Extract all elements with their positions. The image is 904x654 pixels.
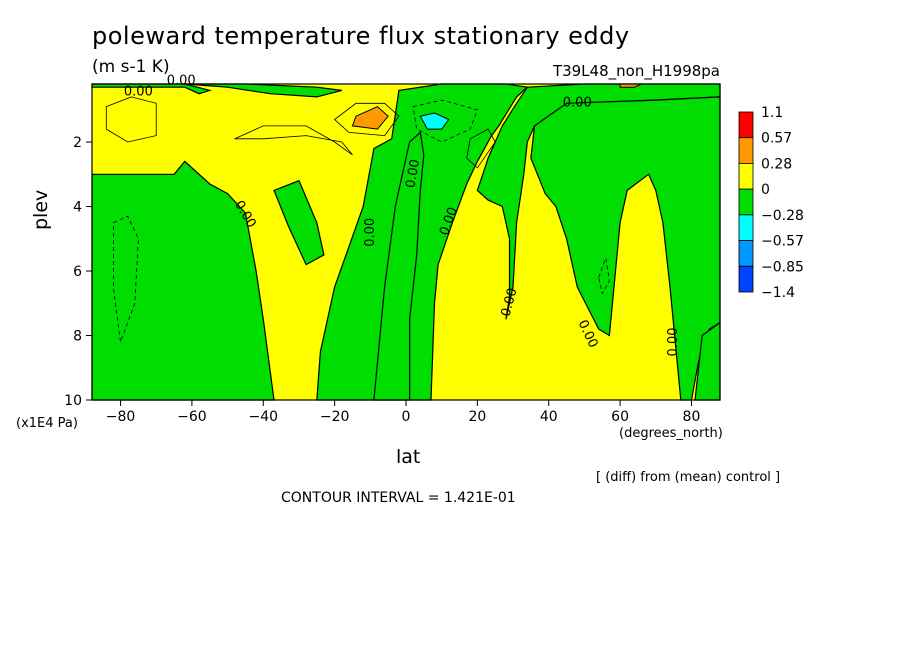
x-tick-label: −80 xyxy=(106,409,136,425)
negative-region-equatorial-to-south-gap xyxy=(373,131,425,401)
zero-contour-label-8: 0.00 xyxy=(666,327,681,356)
colorbar-level-label: −0.85 xyxy=(761,259,804,275)
x-axis-label: lat xyxy=(396,446,421,468)
y-tick-label: 10 xyxy=(64,393,82,409)
contour-solid-2 xyxy=(105,96,157,143)
zero-contour-label-1: 0.00 xyxy=(563,96,592,111)
contour-solid-1 xyxy=(234,125,353,156)
contour-dashed-2 xyxy=(598,256,610,295)
x-tick-label: −60 xyxy=(177,409,207,425)
contour-solid-0 xyxy=(333,102,400,137)
contour-interval-note: CONTOUR INTERVAL = 1.421E-01 xyxy=(281,490,516,506)
colorbar-swatch-2 xyxy=(738,163,754,190)
colorbar-level-label: 0.57 xyxy=(761,131,792,147)
colorbar-swatch-3 xyxy=(738,188,754,216)
colorbar-level-label: 1.1 xyxy=(761,105,783,121)
x-tick-label: 0 xyxy=(402,409,411,425)
patch-orange-max-sh xyxy=(351,106,389,130)
colorbar-swatch-4 xyxy=(738,214,754,241)
x-tick-label: −40 xyxy=(248,409,278,425)
run-id-label: T39L48_non_H1998pa xyxy=(552,62,720,80)
difference-note: [ (diff) from (mean) control ] xyxy=(596,470,781,485)
y-axis-unit: (x1E4 Pa) xyxy=(16,416,78,431)
x-tick-label: 40 xyxy=(540,409,558,425)
x-tick-label: 80 xyxy=(683,409,701,425)
contour-dashed-1 xyxy=(412,99,478,143)
negative-region-equatorial-trunk xyxy=(316,83,529,401)
colorbar-level-label: 0.28 xyxy=(761,156,792,172)
patch-cyan-min-nh xyxy=(419,112,450,130)
x-axis-unit: (degrees_north) xyxy=(619,426,723,441)
zero-contour-label-9: 0.00 xyxy=(167,74,196,89)
colorbar-level-label: −1.4 xyxy=(761,285,795,301)
negative-region-north-high-lat xyxy=(530,96,721,401)
colorbar-level-label: −0.28 xyxy=(761,208,804,224)
y-tick-label: 6 xyxy=(73,264,82,280)
chart-units: (m s-1 K) xyxy=(92,57,170,77)
negative-region-southern-upper-edge xyxy=(91,83,213,95)
colorbar-level-label: −0.57 xyxy=(761,234,804,250)
chart-title: poleward temperature flux stationary edd… xyxy=(92,22,630,50)
x-tick-label: 20 xyxy=(468,409,486,425)
colorbar-swatch-0 xyxy=(738,111,754,139)
contour-dashed-0 xyxy=(113,215,139,343)
colorbar-swatch-6 xyxy=(738,265,754,293)
colorbar-swatch-1 xyxy=(738,137,754,164)
colorbar-level-label: 0 xyxy=(761,182,770,198)
negative-region-tropical-cell-sh xyxy=(273,179,325,266)
contour-solid-3 xyxy=(466,128,496,169)
y-tick-label: 8 xyxy=(73,329,82,345)
x-tick-label: 60 xyxy=(611,409,629,425)
zero-contour-label-3: 0.00 xyxy=(363,218,378,247)
colorbar-swatch-5 xyxy=(738,240,754,267)
y-tick-label: 2 xyxy=(73,135,82,151)
x-tick-label: −20 xyxy=(320,409,350,425)
zero-contour-label-4: 0.00 xyxy=(403,158,423,189)
zero-contour-label-6: 0.00 xyxy=(499,286,521,318)
zero-contour-label-0: 0.00 xyxy=(124,84,153,99)
y-tick-label: 4 xyxy=(73,200,82,216)
